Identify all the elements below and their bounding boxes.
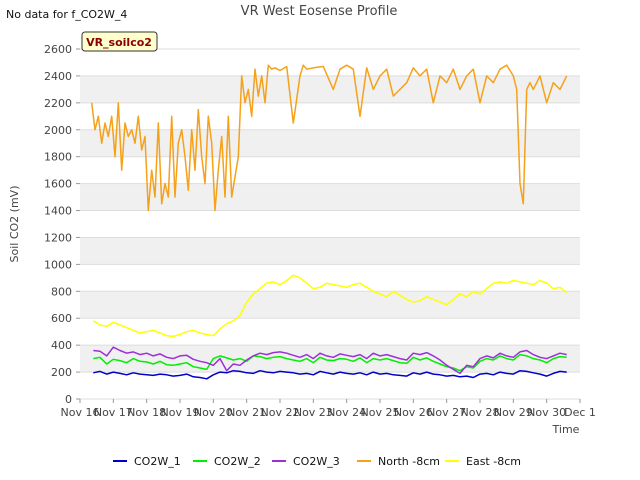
y-tick-label: 600 [51, 312, 72, 325]
y-tick-label: 1000 [44, 258, 72, 271]
y-tick-label: 1800 [44, 151, 72, 164]
y-tick-label: 2000 [44, 124, 72, 137]
grid-band [80, 237, 580, 265]
y-tick-label: 1200 [44, 231, 72, 244]
x-tick-label: Nov 23 [294, 406, 333, 419]
chart-title: VR West Eosense Profile [241, 4, 398, 19]
legend-label-north-8cm: North -8cm [378, 455, 440, 468]
x-tick-label: Nov 18 [127, 406, 166, 419]
series-lines [90, 64, 568, 380]
y-tick-label: 2200 [44, 97, 72, 110]
x-tick-label: Nov 24 [327, 406, 366, 419]
x-tick-label: Nov 22 [261, 406, 300, 419]
x-tick-label: Nov 19 [161, 406, 200, 419]
no-data-note: No data for f_CO2W_4 [6, 8, 127, 21]
grid-band [80, 129, 580, 157]
x-tick-label: Nov 30 [527, 406, 566, 419]
x-tick-label: Nov 21 [227, 406, 266, 419]
series-line-co2w-1 [93, 369, 567, 380]
y-axis-label: Soil CO2 (mV) [8, 186, 21, 263]
x-tick-label: Nov 17 [94, 406, 133, 419]
x-tick-label: Nov 27 [427, 406, 466, 419]
y-tick-label: 2600 [44, 43, 72, 56]
legend-label-co2w-3: CO2W_3 [293, 455, 340, 468]
series-line-co2w-3 [93, 346, 567, 375]
plot-background [80, 49, 580, 399]
y-tick-label: 1600 [44, 178, 72, 191]
site-badge-label: VR_soilco2 [86, 36, 152, 49]
y-tick-label: 2400 [44, 70, 72, 83]
y-tick-label: 400 [51, 339, 72, 352]
legend-label-co2w-2: CO2W_2 [214, 455, 261, 468]
x-axis-label: Time [552, 423, 580, 436]
series-line-east-8cm [92, 274, 568, 338]
y-tick-label: 200 [51, 366, 72, 379]
legend: CO2W_1 CO2W_2 CO2W_3 North -8cm East -8cm [113, 455, 521, 468]
plot-area [80, 49, 580, 399]
x-tick-label: Nov 20 [194, 406, 233, 419]
x-tick-label: Nov 26 [394, 406, 433, 419]
y-tick-label: 800 [51, 285, 72, 298]
grid-band [80, 291, 580, 319]
site-badge: VR_soilco2 [81, 31, 158, 52]
y-axis-ticks: 0 200 400 600 800 1000 1200 1400 1600 1800 2000 220… [44, 43, 80, 406]
series-line-co2w-2 [93, 353, 567, 372]
y-tick-label: 0 [65, 393, 72, 406]
legend-label-east-8cm: East -8cm [466, 455, 521, 468]
series-line-north-8cm [90, 64, 568, 212]
x-tick-label: Dec 1 [564, 406, 596, 419]
grid-band [80, 75, 580, 103]
legend-label-co2w-1: CO2W_1 [134, 455, 181, 468]
x-tick-label: Nov 28 [461, 406, 500, 419]
y-tick-label: 1400 [44, 205, 72, 218]
site-badge-box [81, 31, 158, 52]
x-tick-label: Nov 25 [361, 406, 400, 419]
x-tick-label: Nov 29 [494, 406, 533, 419]
x-tick-label: Nov 16 [61, 406, 100, 419]
